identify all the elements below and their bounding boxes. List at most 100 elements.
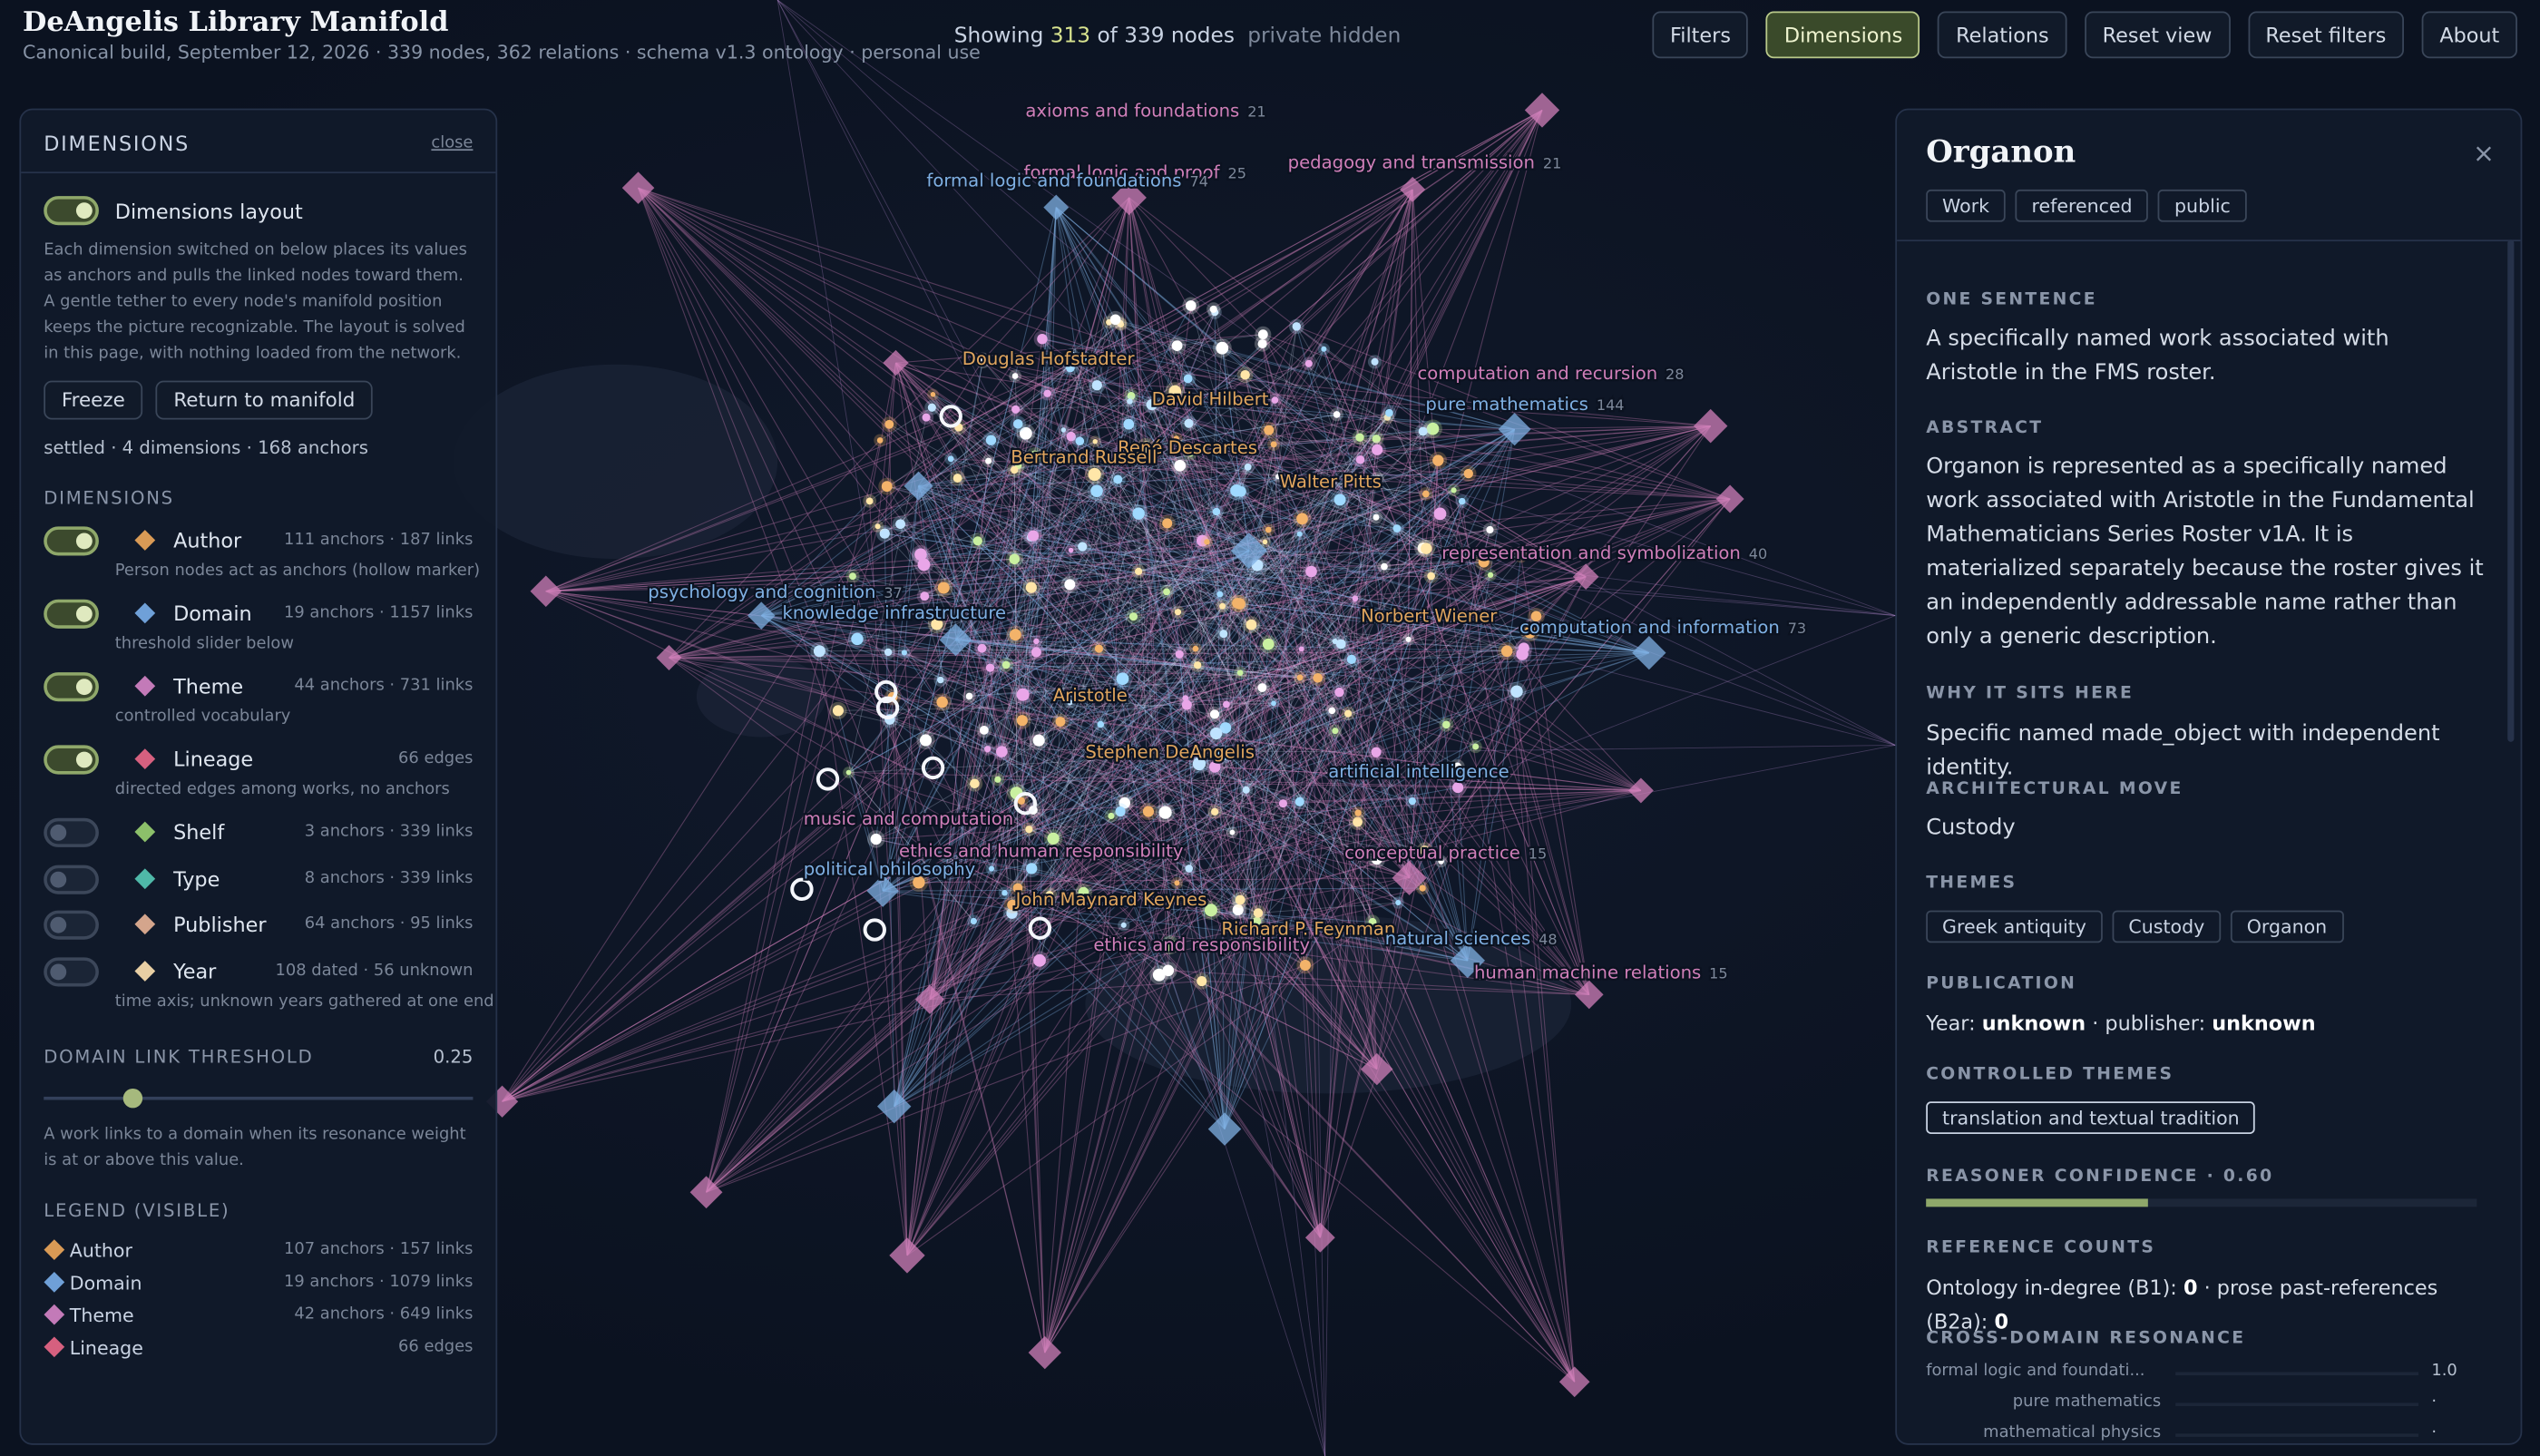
node[interactable] xyxy=(1181,699,1192,710)
node[interactable] xyxy=(1255,928,1262,934)
node[interactable] xyxy=(1332,638,1338,645)
node[interactable] xyxy=(913,875,925,889)
toolbar-button[interactable]: Relations xyxy=(1938,11,2067,59)
node[interactable] xyxy=(1216,341,1229,355)
node[interactable] xyxy=(1373,513,1380,521)
toolbar-button[interactable]: Reset filters xyxy=(2247,11,2405,59)
node[interactable] xyxy=(970,778,980,789)
node[interactable] xyxy=(1257,329,1268,340)
node[interactable] xyxy=(1523,626,1537,639)
anchor[interactable] xyxy=(656,645,682,670)
node[interactable] xyxy=(984,746,992,753)
node[interactable] xyxy=(1128,612,1138,621)
node[interactable] xyxy=(1453,762,1462,771)
node[interactable] xyxy=(1182,695,1189,701)
node[interactable] xyxy=(1142,806,1155,817)
anchor[interactable] xyxy=(904,471,933,501)
node[interactable] xyxy=(1209,709,1220,719)
node[interactable] xyxy=(972,536,982,546)
panel-close[interactable]: close xyxy=(431,134,474,152)
node[interactable] xyxy=(1236,669,1244,676)
node[interactable] xyxy=(930,392,936,397)
node[interactable] xyxy=(1333,411,1341,418)
dimension-toggle[interactable] xyxy=(44,526,99,556)
node[interactable] xyxy=(1032,734,1045,747)
node[interactable] xyxy=(901,650,907,656)
node[interactable] xyxy=(881,481,893,493)
node[interactable] xyxy=(1355,433,1364,442)
node[interactable] xyxy=(1487,572,1494,579)
graph-label[interactable]: representation and symbolization 40 xyxy=(1440,541,1769,565)
node[interactable] xyxy=(1033,953,1046,967)
anchor[interactable] xyxy=(747,601,776,630)
node[interactable] xyxy=(1026,863,1038,875)
node[interactable] xyxy=(965,692,973,700)
node[interactable] xyxy=(922,413,931,422)
node[interactable] xyxy=(1016,688,1030,701)
graph-label[interactable]: psychology and cognition 37 xyxy=(646,580,904,604)
node[interactable] xyxy=(927,403,936,412)
node[interactable] xyxy=(1067,699,1073,706)
node[interactable] xyxy=(1168,385,1182,398)
dimension-toggle[interactable] xyxy=(44,745,99,775)
node[interactable] xyxy=(1146,399,1158,411)
node[interactable] xyxy=(1395,899,1402,906)
node[interactable] xyxy=(937,676,944,684)
node[interactable] xyxy=(1212,507,1221,516)
node[interactable] xyxy=(1047,832,1060,845)
dimension-toggle[interactable] xyxy=(44,672,99,702)
node[interactable] xyxy=(1217,748,1231,760)
node[interactable] xyxy=(1219,722,1232,734)
toolbar-button[interactable]: Reset view xyxy=(2084,11,2231,59)
node[interactable] xyxy=(1011,465,1019,474)
dimension-toggle[interactable] xyxy=(44,910,99,940)
node[interactable] xyxy=(1472,743,1480,750)
node[interactable] xyxy=(1007,899,1018,911)
node[interactable] xyxy=(1116,672,1129,686)
node[interactable] xyxy=(1321,346,1327,352)
node[interactable] xyxy=(1091,380,1102,391)
node[interactable] xyxy=(996,746,1008,757)
graph-label[interactable]: ethics and human responsibility xyxy=(897,838,1186,863)
node[interactable] xyxy=(1262,638,1275,650)
node[interactable] xyxy=(989,865,995,872)
author-anchor[interactable] xyxy=(875,696,900,720)
node[interactable] xyxy=(1235,894,1246,905)
node[interactable] xyxy=(1372,435,1381,444)
node[interactable] xyxy=(1109,314,1121,326)
node[interactable] xyxy=(1013,419,1023,429)
node[interactable] xyxy=(985,457,992,464)
graph-label[interactable]: natural sciences 48 xyxy=(1383,926,1559,951)
node[interactable] xyxy=(1478,556,1490,568)
anchor[interactable] xyxy=(1111,180,1147,216)
anchor[interactable] xyxy=(1498,413,1531,446)
graph-label[interactable]: Walter Pitts xyxy=(1277,469,1383,493)
node[interactable] xyxy=(1185,300,1197,311)
author-anchor[interactable] xyxy=(1013,792,1038,816)
graph-label[interactable]: Aristotle xyxy=(1050,683,1129,708)
graph-label[interactable]: conceptual practice 15 xyxy=(1343,840,1549,865)
anchor[interactable] xyxy=(1207,1112,1242,1146)
node[interactable] xyxy=(1334,493,1346,506)
anchor[interactable] xyxy=(866,875,899,907)
node[interactable] xyxy=(1009,553,1021,565)
node[interactable] xyxy=(1232,904,1244,916)
node[interactable] xyxy=(870,833,882,845)
anchor[interactable] xyxy=(1574,980,1604,1010)
graph-label[interactable]: pedagogy and transmission 21 xyxy=(1285,150,1563,174)
node[interactable] xyxy=(1355,454,1365,464)
toolbar-button[interactable]: Filters xyxy=(1652,11,1749,59)
author-anchor[interactable] xyxy=(1028,916,1052,940)
node[interactable] xyxy=(1518,553,1524,560)
node[interactable] xyxy=(865,497,874,505)
graph-label[interactable]: human machine relations 15 xyxy=(1472,960,1730,984)
node[interactable] xyxy=(937,581,950,594)
node[interactable] xyxy=(1011,373,1019,379)
node[interactable] xyxy=(1438,858,1444,865)
node[interactable] xyxy=(985,663,995,672)
node[interactable] xyxy=(1066,431,1077,442)
anchor[interactable] xyxy=(621,171,655,204)
node[interactable] xyxy=(1183,374,1193,384)
node[interactable] xyxy=(1335,639,1346,650)
node[interactable] xyxy=(1486,525,1494,534)
